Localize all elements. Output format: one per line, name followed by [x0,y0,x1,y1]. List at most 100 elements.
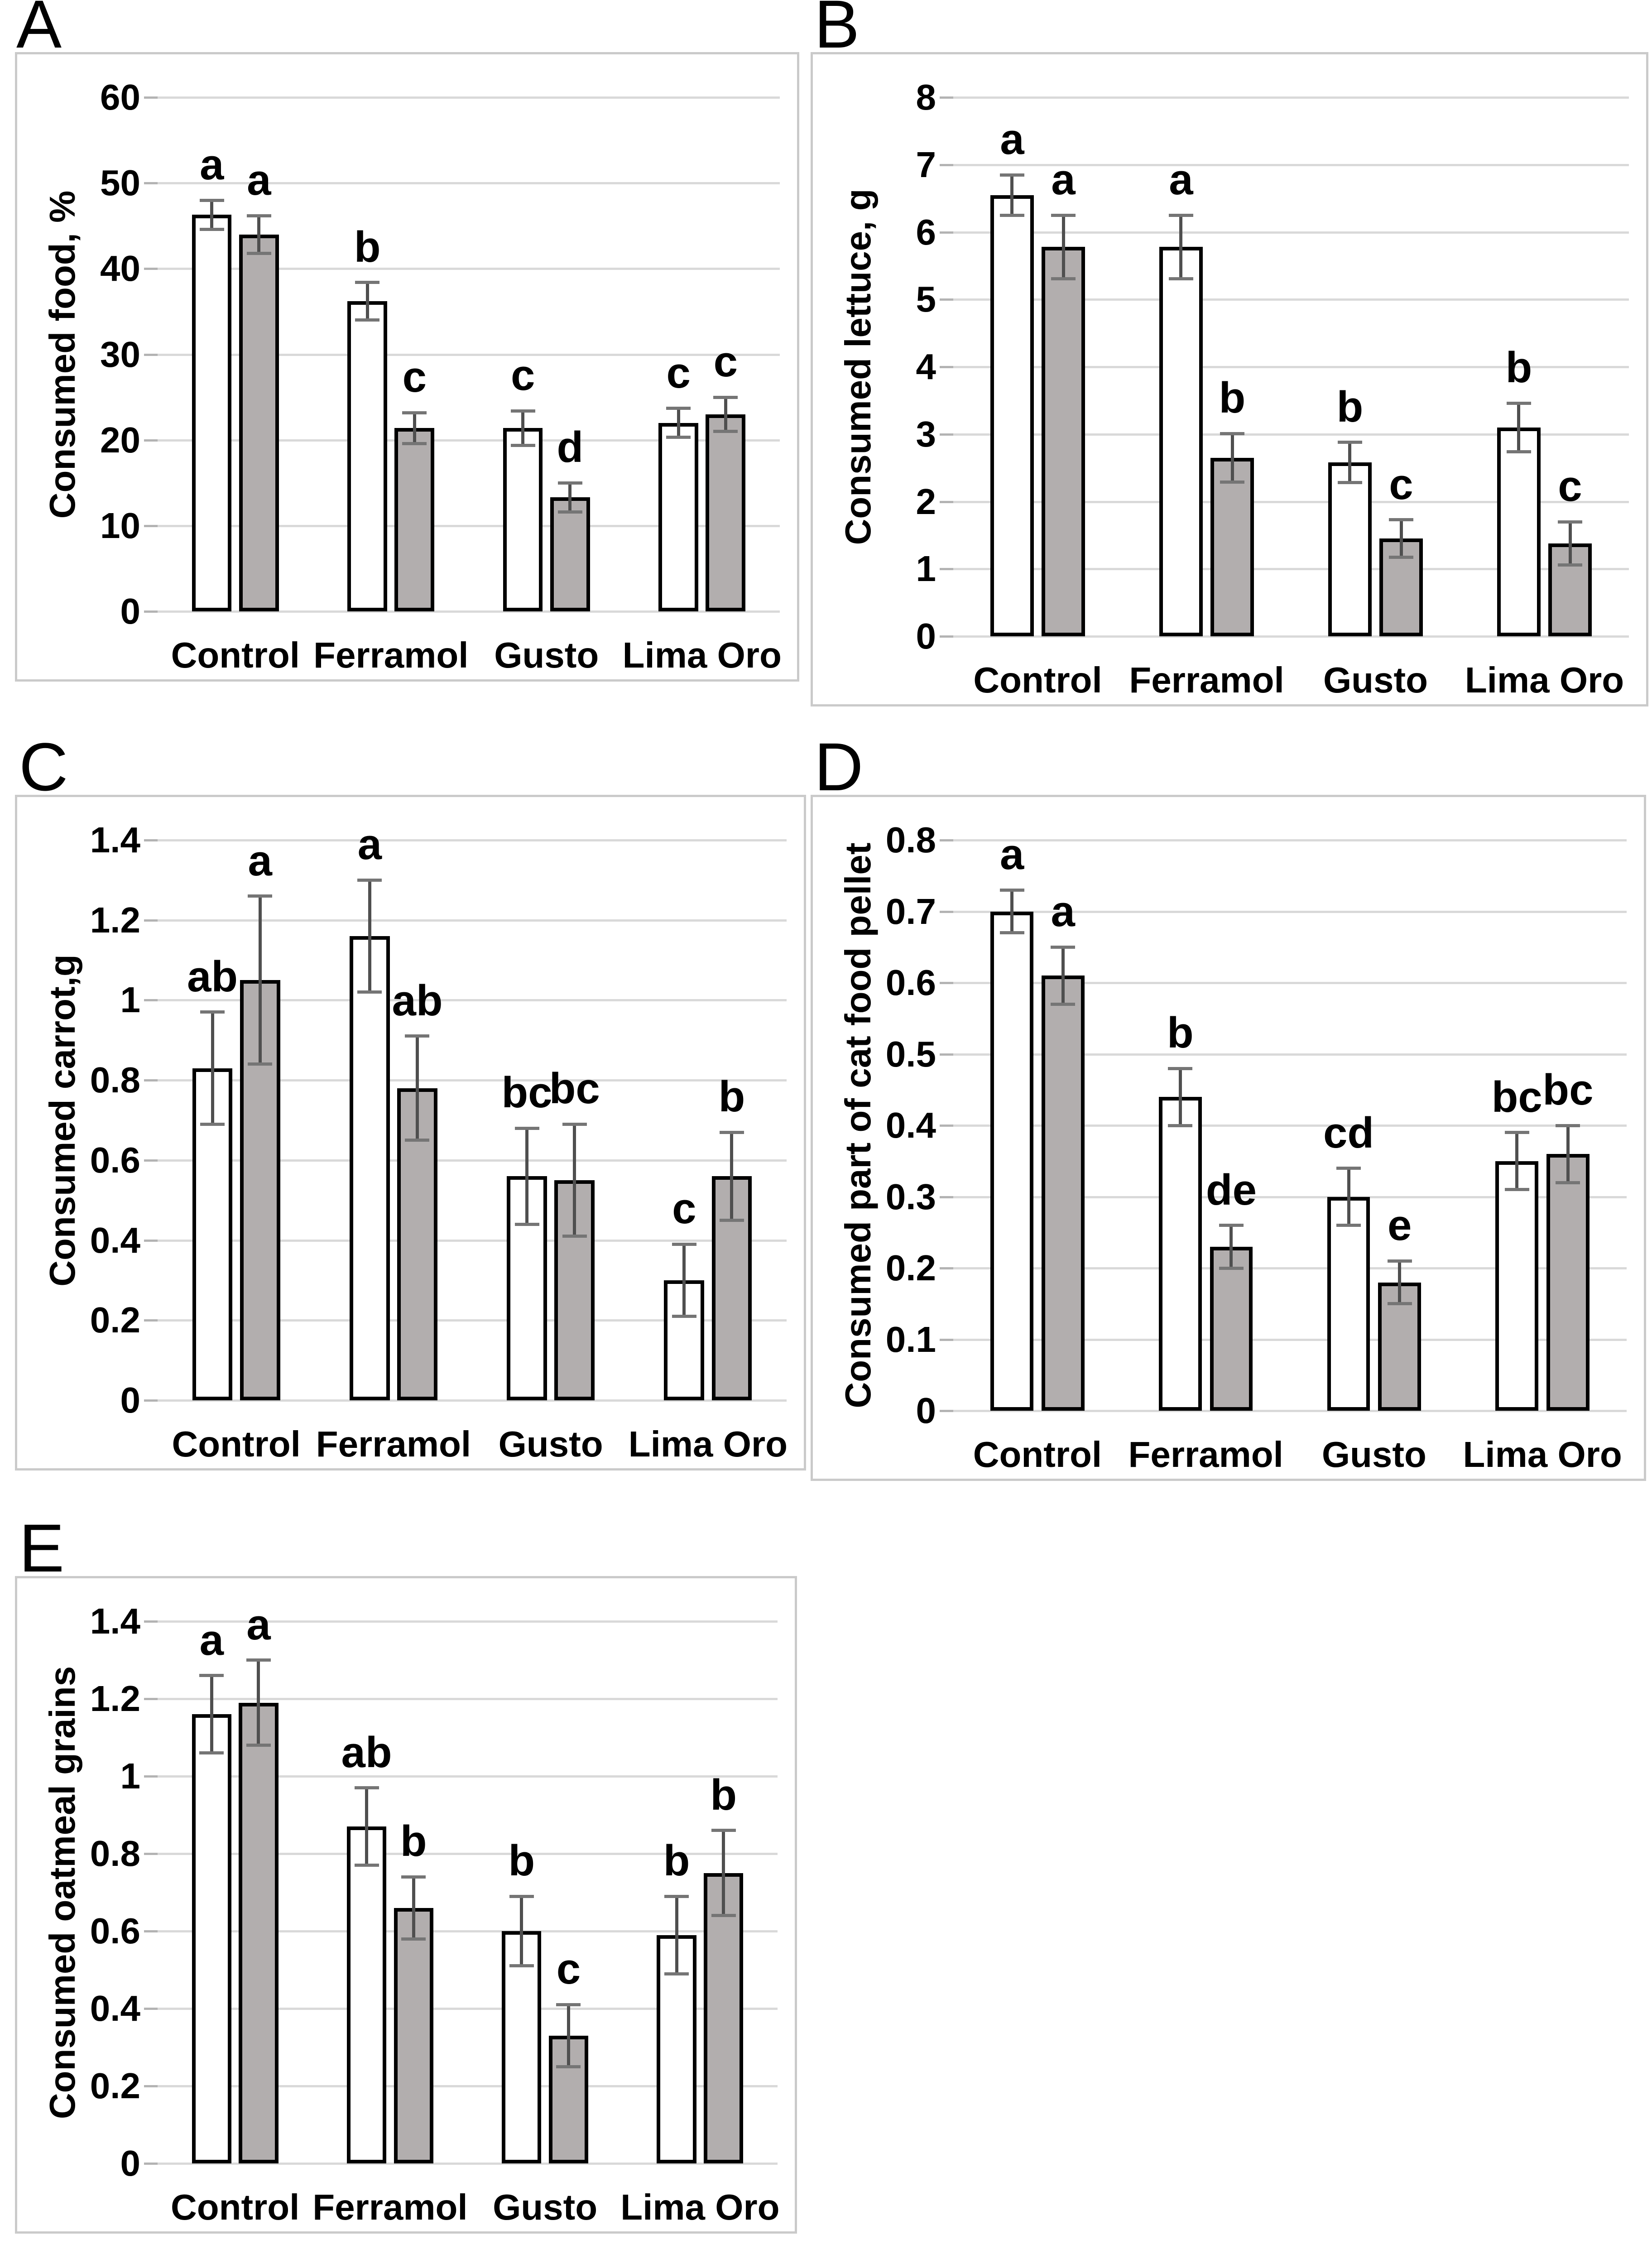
error-bar [412,1877,415,1939]
y-axis-tick [940,839,953,841]
error-bar [724,397,727,432]
significance-letter: ab [392,976,443,1025]
error-bar [365,1788,369,1865]
x-axis-category-label: Gusto [493,2187,598,2227]
significance-letter: a [1000,115,1024,164]
gridline [158,1930,778,1932]
error-bar [567,2004,570,2067]
panel-c-plot-area: 0 0.2 0.4 0.6 0.8 1 1.2 1.4 ab a Control a ab Ferramo… [17,797,804,1468]
y-axis-tick [144,96,158,99]
gridline [158,1698,778,1700]
error-bar-cap [1168,213,1193,217]
y-axis-tick [144,1399,158,1402]
gridline [953,982,1627,984]
gridline [953,433,1629,436]
significance-letter: bc [1491,1072,1542,1121]
y-axis-tick-label: 10 [100,505,140,546]
significance-letter: a [200,140,224,189]
error-bar-cap [1506,401,1531,405]
y-axis-tick-label: 7 [916,144,936,185]
error-bar-cap [1336,1224,1361,1227]
significance-letter: a [246,1600,271,1649]
y-axis-tick-label: 0.1 [885,1319,936,1360]
error-bar-cap [711,1829,736,1832]
x-axis-category-label: Lima Oro [1465,660,1624,700]
gridline [158,524,780,527]
error-bar-cap [401,1875,426,1879]
error-bar [210,200,214,230]
bar-white-gusto [1327,1197,1370,1411]
panel-a-plot-area: 0 10 20 30 40 50 60 a a Control b c Ferramol c d Gusto c… [17,54,797,679]
y-axis-tick-label: 0.7 [885,891,936,932]
error-bar [210,1675,213,1753]
bar-white-lima-oro [658,423,698,611]
significance-letter: bc [1542,1066,1594,1114]
significance-letter: b [508,1836,535,1885]
y-axis-tick [144,1853,158,1855]
error-bar-cap [1051,277,1076,280]
y-axis-tick [144,999,158,1002]
gridline [953,1338,1627,1341]
error-bar [1348,442,1352,483]
bar-white-ferramol [1158,1097,1202,1411]
gridline [953,910,1627,913]
bar-gray-ferramol [394,428,435,611]
error-bar-cap [1387,1259,1412,1263]
error-bar-cap [246,1658,271,1662]
bar-gray-control [239,234,279,611]
gridline [953,1196,1627,1198]
error-bar-cap [199,1751,224,1755]
error-bar-cap [672,1242,696,1246]
error-bar [525,1128,529,1225]
y-axis-tick [940,1267,953,1269]
gridline [158,919,787,922]
error-bar-cap [1051,1002,1076,1006]
y-axis-tick-label: 0.5 [885,1033,936,1074]
panel-d-letter: D [814,729,864,805]
error-bar-cap [200,1122,225,1126]
error-bar-cap [514,1126,539,1130]
y-axis-tick [144,524,158,527]
panel-d-plot-area: 0 0.1 0.2 0.3 0.4 0.5 0.6 0.7 0.8 a a Control b de Fer… [813,797,1644,1479]
significance-letter: a [357,820,382,869]
bar-gray-ferramol [1210,1246,1253,1411]
y-axis-tick [144,2163,158,2165]
x-axis-category-label: Ferramol [312,2187,468,2227]
bar-white-control [990,195,1034,636]
error-bar-cap [1168,277,1193,280]
error-bar-cap [713,395,738,399]
error-bar [258,896,262,1064]
error-bar-cap [357,990,382,994]
error-bar-cap [355,281,380,284]
gridline [158,96,780,99]
error-bar-cap [711,1914,736,1918]
y-axis-tick [940,96,953,99]
error-bar-cap [1051,213,1076,217]
panel-c-letter: C [19,729,68,805]
y-axis-tick-label: 0 [916,616,936,656]
panel-e-plot-area: 0 0.2 0.4 0.6 0.8 1 1.2 1.4 a a Control ab b Ferramol… [17,1578,795,2231]
y-axis-tick-label: 0.4 [885,1105,936,1145]
error-bar [521,411,525,445]
significance-letter: b [718,1072,745,1121]
y-axis-tick-label: 0 [120,591,141,631]
error-bar-cap [1556,1181,1580,1184]
significance-letter: c [666,348,691,397]
significance-letter: c [1389,460,1413,509]
bar-white-gusto [1328,462,1372,636]
y-axis-tick [940,1338,953,1341]
significance-letter: b [710,1770,737,1819]
gridline [953,839,1627,841]
gridline [158,182,780,185]
gridline [158,1079,787,1082]
significance-letter: b [354,222,381,271]
significance-letter: c [556,1945,581,1994]
y-axis-tick-label: 0.4 [90,1220,140,1260]
error-bar-cap [248,894,273,898]
error-bar-cap [556,2065,581,2068]
y-axis-tick-label: 1.4 [90,1601,140,1641]
error-bar-cap [1389,556,1413,559]
x-axis-category-label: Gusto [1323,660,1428,700]
significance-letter: a [1051,887,1075,936]
error-bar [365,282,369,320]
